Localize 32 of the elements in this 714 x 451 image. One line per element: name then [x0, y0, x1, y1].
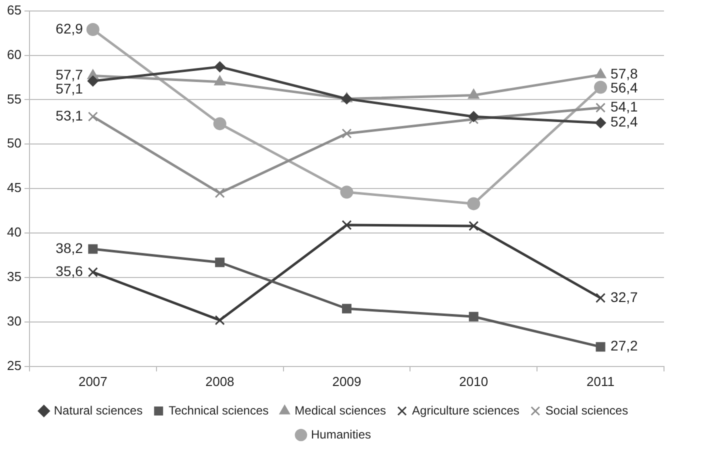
y-tick-label: 65: [6, 2, 22, 18]
data-label: 57,7: [56, 66, 84, 83]
y-tick-label: 35: [6, 269, 22, 284]
x-tick-label: 2007: [78, 374, 108, 389]
data-label: 38,2: [56, 240, 84, 256]
data-label: 52,4: [610, 114, 638, 130]
data-label: 57,1: [56, 80, 84, 97]
x-tick-label: 2008: [205, 374, 234, 389]
data-label: 62,9: [56, 20, 84, 36]
y-tick-label: 25: [6, 358, 22, 373]
legend-label: Humanities: [310, 427, 372, 442]
data-label: 56,4: [610, 80, 638, 96]
data-label: 53,1: [56, 107, 84, 124]
legend-label: Technical sciences: [168, 403, 269, 418]
legend-label: Medical sciences: [294, 403, 386, 418]
legend-label: Natural sciences: [54, 403, 143, 418]
legend-label: Agriculture sciences: [412, 403, 520, 418]
y-tick-label: 40: [6, 224, 22, 240]
legend-label: Social sciences: [545, 403, 628, 418]
y-tick-label: 45: [6, 180, 22, 196]
x-tick-label: 2011: [586, 374, 615, 389]
y-tick-label: 50: [6, 136, 22, 151]
data-label: 57,8: [610, 66, 638, 82]
y-tick-label: 30: [6, 314, 22, 329]
y-tick-label: 55: [6, 91, 22, 106]
y-tick-label: 60: [6, 46, 22, 62]
data-label: 54,1: [610, 98, 638, 115]
data-label: 27,2: [610, 338, 638, 354]
data-label: 32,7: [610, 288, 638, 305]
x-tick-label: 2010: [459, 374, 488, 389]
data-label: 35,6: [56, 263, 84, 280]
x-tick-label: 2009: [332, 374, 362, 389]
